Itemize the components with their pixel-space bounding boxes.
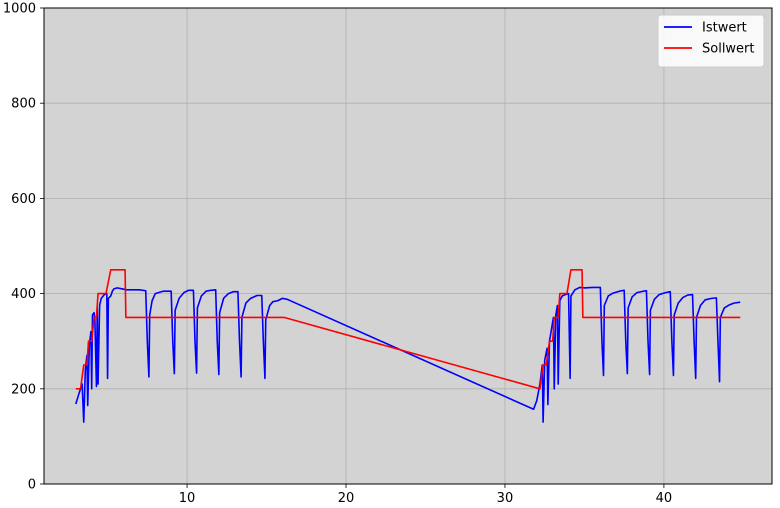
x-axis: 10 20 30 40	[179, 484, 672, 506]
legend: Istwert Sollwert	[657, 14, 765, 68]
y-axis: 0 200 400 600 800 1000	[3, 2, 44, 493]
x-tick-label: 40	[656, 491, 673, 506]
x-tick-label: 20	[338, 491, 355, 506]
series-layer	[75, 269, 741, 423]
legend-label-sollwert: Sollwert	[702, 42, 755, 57]
plot-area	[44, 8, 772, 484]
legend-box	[657, 14, 765, 68]
y-tick-label: 1000	[3, 2, 36, 17]
legend-label-istwert: Istwert	[702, 21, 747, 36]
y-tick-label: 0	[28, 478, 36, 493]
y-tick-label: 200	[11, 382, 36, 397]
series-line-istwert	[75, 286, 741, 423]
y-tick-label: 800	[11, 97, 36, 112]
x-tick-label: 30	[497, 491, 514, 506]
y-tick-label: 400	[11, 287, 36, 302]
x-tick-label: 10	[179, 491, 196, 506]
series-line-sollwert	[75, 269, 741, 390]
y-tick-label: 600	[11, 192, 36, 207]
plot-frame	[43, 7, 773, 485]
